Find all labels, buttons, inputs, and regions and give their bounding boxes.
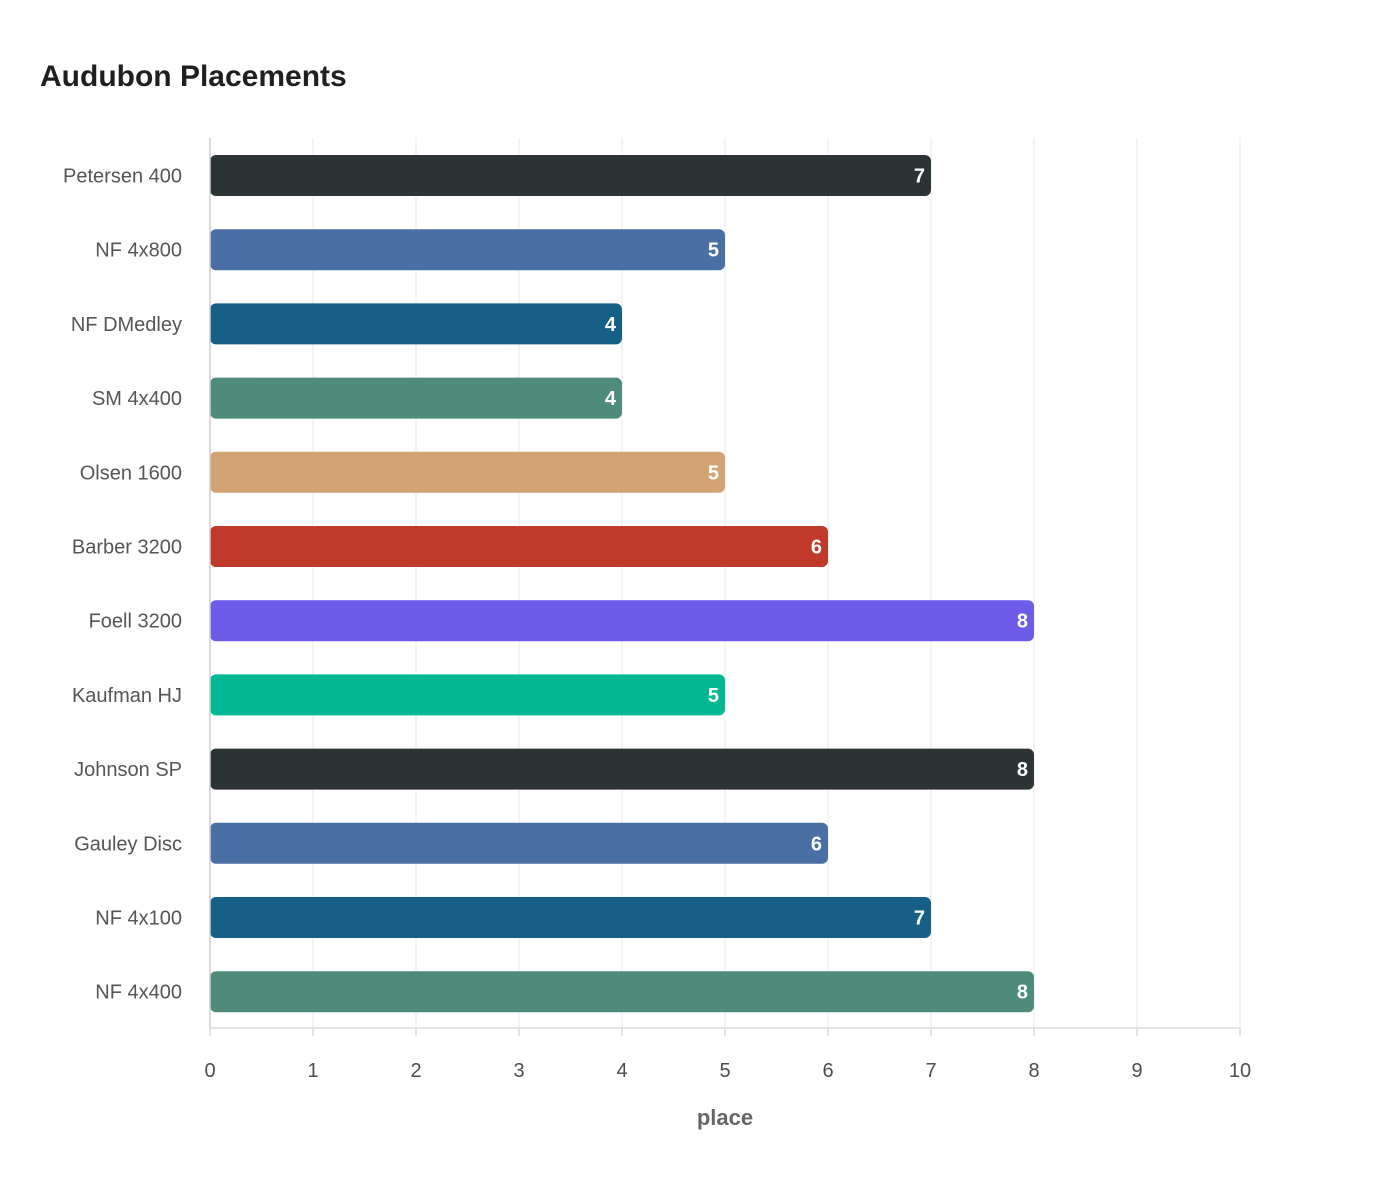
bar-value-labels: 7 5 4 4 5 6 8 5 8 6 7 8 [605, 166, 1028, 1004]
bar [210, 822, 828, 864]
x-axis-title: place [697, 1105, 753, 1130]
bar-value-label: 4 [605, 314, 617, 336]
category-label: Gauley Disc [74, 833, 182, 855]
bar-value-label: 7 [914, 908, 925, 930]
bar [210, 971, 1034, 1013]
bar-value-label: 5 [708, 685, 719, 707]
x-tick-label: 0 [204, 1060, 215, 1082]
x-tick-label: 10 [1229, 1060, 1251, 1082]
bar [210, 229, 725, 271]
x-tick-label: 6 [822, 1060, 833, 1082]
x-tick-label: 3 [513, 1060, 524, 1082]
category-label: NF 4x100 [95, 908, 182, 930]
x-tick-label: 8 [1028, 1060, 1039, 1082]
grid-lines [209, 138, 1241, 1028]
category-label: NF DMedley [71, 314, 182, 336]
bar-value-label: 8 [1017, 759, 1028, 781]
bar [210, 526, 828, 567]
category-label: Barber 3200 [72, 537, 182, 559]
bar-value-label: 5 [708, 240, 719, 262]
bar-value-label: 5 [708, 462, 719, 484]
category-label: SM 4x400 [92, 388, 182, 410]
bar-value-label: 8 [1017, 611, 1028, 633]
category-labels: Petersen 400 NF 4x800 NF DMedley SM 4x400 Ol… [63, 166, 182, 1004]
x-axis-ticks: 0 1 2 3 4 5 6 7 8 9 10 [204, 1028, 1251, 1082]
x-tick-label: 5 [719, 1060, 730, 1082]
bar [210, 155, 931, 196]
x-tick-label: 7 [925, 1060, 936, 1082]
bar [210, 451, 725, 493]
bar-value-label: 4 [605, 388, 617, 410]
chart-title: Audubon Placements [40, 60, 347, 93]
bar [210, 600, 1034, 642]
x-tick-label: 9 [1131, 1060, 1142, 1082]
bar [210, 303, 622, 345]
category-label: Foell 3200 [89, 611, 182, 633]
category-label: NF 4x800 [95, 240, 182, 262]
bar [210, 897, 931, 938]
bar [210, 748, 1034, 790]
bar-value-label: 6 [811, 833, 822, 855]
category-label: Kaufman HJ [72, 685, 182, 707]
category-label: NF 4x400 [95, 982, 182, 1004]
bar [210, 674, 725, 716]
bar-value-label: 8 [1017, 982, 1028, 1004]
x-tick-label: 1 [307, 1060, 318, 1082]
bar-value-label: 7 [914, 166, 925, 188]
bar-value-label: 6 [811, 537, 822, 559]
bars [210, 155, 1034, 1013]
x-tick-label: 4 [616, 1060, 627, 1082]
x-tick-label: 2 [410, 1060, 421, 1082]
category-label: Petersen 400 [63, 166, 182, 188]
category-label: Johnson SP [74, 759, 182, 781]
bar [210, 377, 622, 419]
category-label: Olsen 1600 [80, 462, 182, 484]
